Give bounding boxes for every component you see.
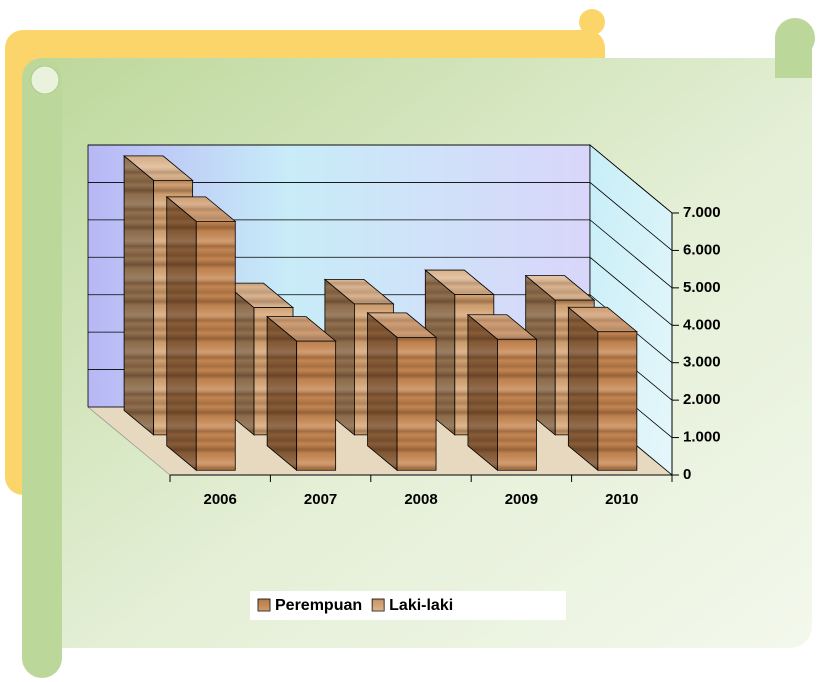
legend-label: Laki-laki (389, 597, 453, 614)
bar-top-grain (467, 314, 537, 340)
legend-label: Perempuan (275, 597, 362, 614)
bar-top-grain (224, 283, 294, 308)
bar-top-grain (166, 196, 236, 222)
y-tick-label: 5.000 (683, 279, 721, 296)
bar-side-grain (467, 314, 498, 471)
bar-side-grain (267, 316, 297, 471)
y-tick-label: 6.000 (683, 241, 721, 258)
bar-grain (296, 340, 337, 471)
bar-grain (597, 331, 638, 471)
bar-side-grain (367, 312, 398, 471)
bar-top-grain (367, 312, 437, 338)
bar-grain (497, 338, 537, 471)
bar-grain (195, 220, 236, 471)
grid-line (88, 219, 673, 289)
y-tick-label: 1.000 (683, 429, 721, 446)
legend-swatch-grain (372, 599, 385, 611)
bar-group (165, 196, 237, 472)
bar-top-grain (324, 279, 394, 304)
bar-top-grain (267, 316, 336, 342)
bar-side-shade (266, 315, 298, 472)
bar-group (567, 306, 638, 472)
bar-side-grain (568, 307, 598, 471)
bar-top-grain (568, 307, 637, 332)
x-tick-label: 2009 (505, 491, 538, 508)
y-tick-label: 7.000 (683, 204, 721, 221)
legend-swatch-grain (258, 599, 270, 611)
x-tick-label: 2010 (605, 491, 638, 508)
bar-side-shade (166, 196, 197, 472)
bar-group (366, 312, 438, 472)
bar-grain (396, 336, 437, 471)
grid-line (88, 182, 673, 251)
bar-group (466, 313, 538, 472)
y-tick-label: 2.000 (683, 391, 721, 408)
y-tick-label: 0 (683, 466, 691, 483)
legend-box (250, 591, 566, 620)
grid-line (88, 144, 673, 214)
bar-top-grain (525, 275, 595, 301)
bar-side-shade (367, 312, 398, 472)
legend: Perempuan Laki-laki (250, 591, 566, 620)
bar-group (266, 315, 337, 472)
y-tick-label: 4.000 (683, 316, 721, 333)
grid-line (88, 256, 673, 326)
x-tick-label: 2008 (404, 491, 437, 508)
bar-side-shade (567, 306, 599, 472)
bar-side-grain (124, 155, 154, 435)
y-tick-label: 3.000 (683, 354, 721, 371)
x-tick-label: 2006 (204, 491, 237, 508)
x-tick-label: 2007 (304, 491, 337, 508)
bar-top-grain (124, 155, 193, 181)
bar-top-grain (425, 270, 494, 295)
bar-side-shade (467, 313, 498, 472)
bar-side-shade (123, 155, 155, 436)
bar-side-grain (166, 196, 197, 471)
